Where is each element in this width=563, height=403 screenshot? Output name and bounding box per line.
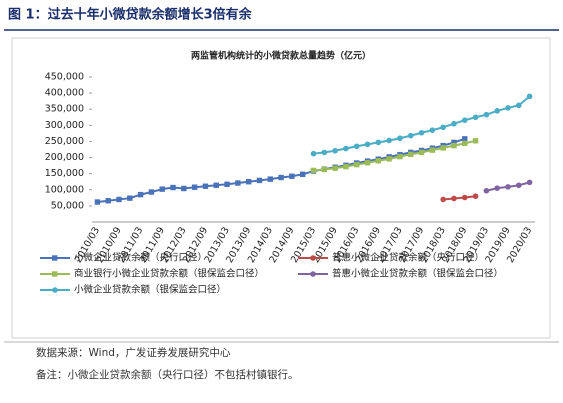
point (375, 139, 382, 146)
point (256, 177, 263, 184)
point (310, 167, 317, 174)
point (472, 193, 479, 200)
point (526, 93, 533, 100)
y-tick-label: 400,000 (45, 88, 84, 99)
point (515, 102, 522, 109)
point (310, 150, 317, 157)
point (321, 166, 328, 173)
point (461, 194, 468, 201)
point (170, 184, 176, 191)
point (505, 184, 511, 190)
legend-label: 小微企业贷款余额（央行口径） (74, 252, 207, 264)
point (408, 151, 414, 158)
point (191, 184, 198, 190)
point (462, 140, 468, 147)
note: 备注：小微企业贷款余额（央行口径）不包括村镇银行。 (36, 368, 299, 381)
point (213, 182, 219, 188)
point (94, 199, 101, 205)
legend-label: 小微企业贷款余额（银保监会口径） (74, 284, 226, 296)
point (505, 105, 511, 111)
legend-marker (52, 255, 58, 261)
point (137, 191, 144, 198)
point (364, 160, 371, 166)
point (451, 142, 457, 149)
point (397, 153, 403, 160)
point (299, 171, 306, 178)
point (451, 120, 457, 127)
point (462, 136, 468, 142)
point (386, 137, 392, 144)
point (116, 196, 122, 203)
legend-label: 商业银行小微企业贷款余额（银保监会口径） (74, 268, 264, 280)
legend-label: 普惠小微企业贷款余额（银保监会口径） (332, 268, 503, 280)
legend-marker (310, 255, 316, 261)
legend-marker (52, 287, 58, 293)
y-tick-label: 150,000 (45, 168, 84, 179)
point (494, 108, 500, 114)
point (321, 149, 328, 156)
point (245, 179, 252, 185)
series-line (313, 95, 531, 155)
point (289, 173, 295, 179)
point (494, 185, 500, 191)
point (343, 145, 349, 152)
point (461, 117, 468, 123)
point (278, 174, 284, 181)
point (515, 182, 522, 189)
point (375, 158, 382, 164)
figure-header: 图 1：过去十年小微贷款余额增长3倍有余 (8, 7, 253, 23)
series-line (443, 195, 476, 201)
point (429, 127, 436, 133)
point (397, 135, 403, 142)
point (267, 176, 273, 182)
legend-label: 普惠小微企业贷款余额（央行口径） (332, 252, 484, 264)
point (159, 186, 165, 192)
series-line (313, 139, 476, 172)
y-tick-label: 50,000 (51, 200, 84, 211)
point (418, 149, 425, 156)
point (440, 145, 446, 151)
point (429, 147, 436, 153)
source: 数据来源：Wind，广发证券发展研究中心 (36, 346, 231, 359)
point (105, 198, 111, 204)
point (235, 180, 241, 186)
y-tick-label: 200,000 (45, 152, 84, 163)
point (224, 181, 230, 187)
point (181, 185, 187, 192)
point (451, 195, 457, 202)
point (353, 143, 360, 150)
point (332, 147, 338, 154)
y-tick-label: 100,000 (45, 184, 84, 195)
y-tick-label: 250,000 (45, 136, 84, 147)
legend-marker (52, 271, 58, 277)
point (451, 139, 457, 146)
point (440, 124, 446, 131)
point (354, 161, 360, 168)
point (526, 179, 533, 186)
point (364, 141, 371, 148)
point (148, 189, 155, 195)
point (127, 195, 133, 201)
chart-title: 两监管机构统计的小微贷款总量趋势（亿元） (191, 50, 371, 62)
y-tick-label: 450,000 (45, 72, 84, 83)
point (483, 111, 490, 118)
chart-frame (11, 37, 551, 339)
point (418, 129, 425, 136)
point (472, 138, 479, 144)
y-tick-label: 300,000 (45, 120, 84, 131)
point (343, 163, 349, 170)
point (440, 196, 446, 203)
legend-marker (310, 271, 316, 277)
point (386, 156, 392, 162)
point (202, 183, 209, 189)
point (472, 114, 479, 121)
y-tick-label: 350,000 (45, 104, 84, 115)
point (332, 165, 338, 171)
point (407, 132, 414, 139)
point (483, 187, 490, 194)
